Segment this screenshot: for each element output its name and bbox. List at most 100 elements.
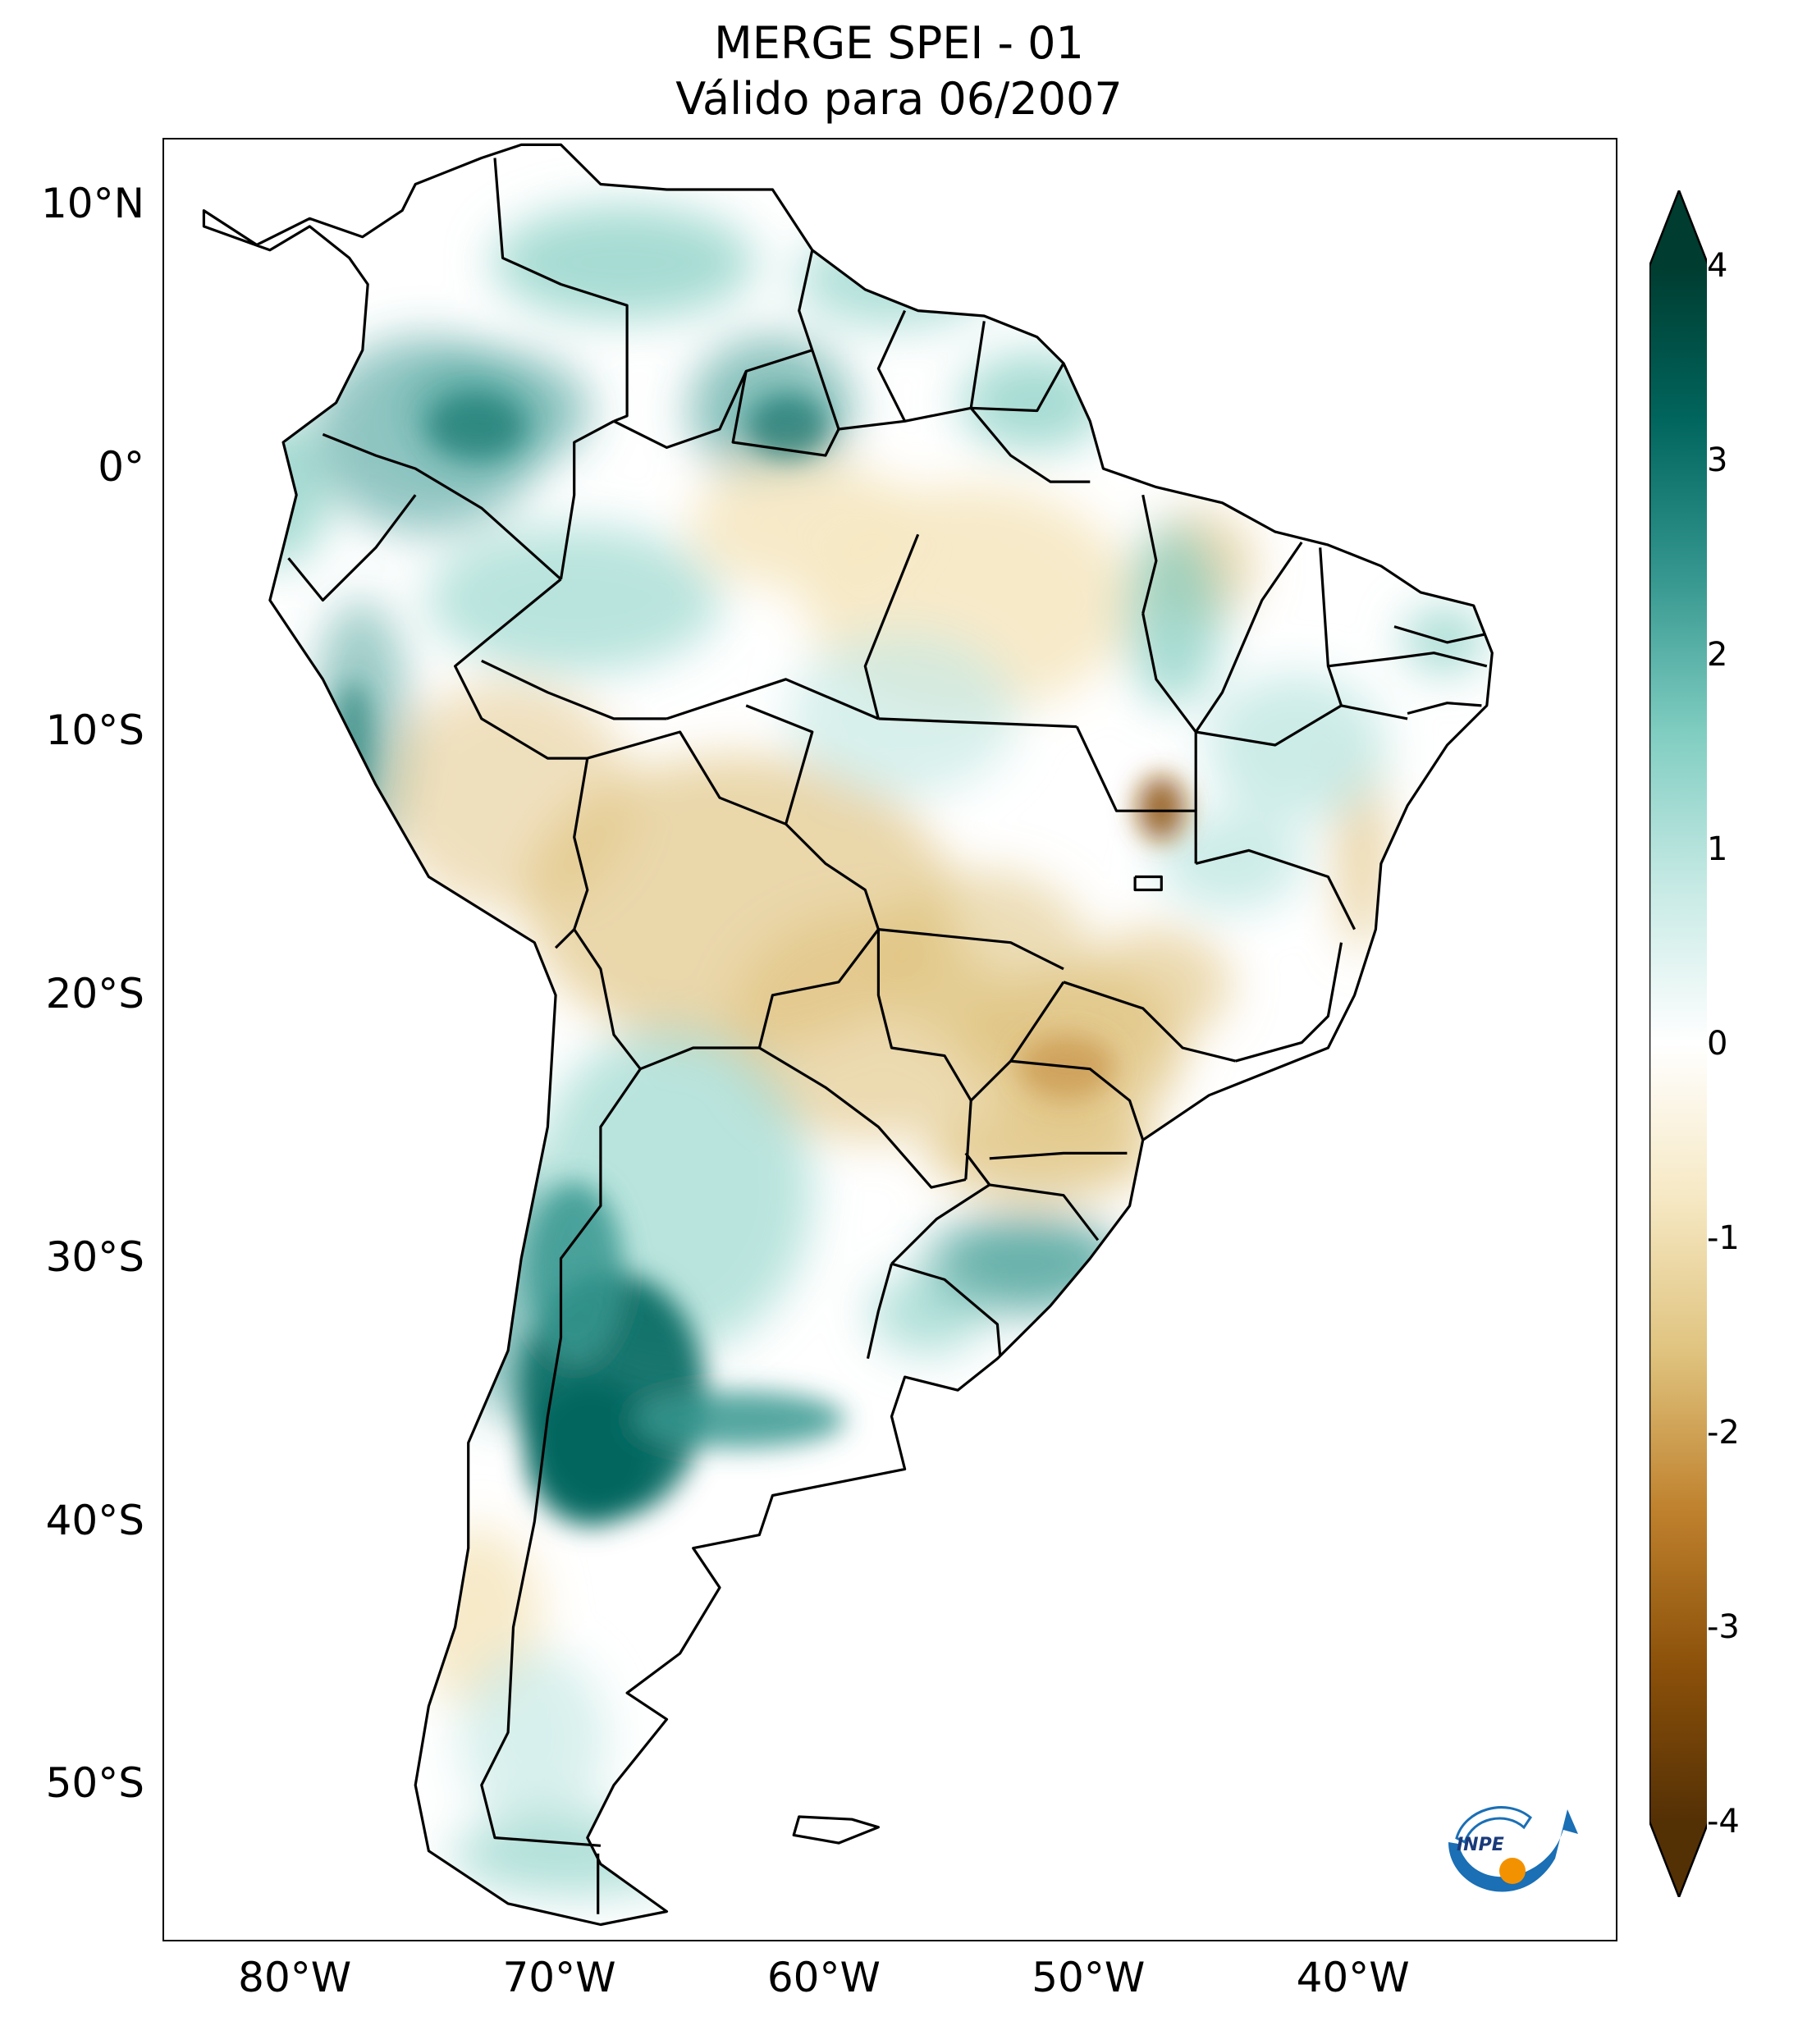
colorbar-tick-label: 4 bbox=[1707, 247, 1728, 285]
state-ap-pa bbox=[969, 407, 1091, 483]
region-amazonas-wet bbox=[427, 525, 722, 673]
region-andes-central-argentina-core bbox=[525, 1379, 657, 1526]
colorbar-tick-label: -1 bbox=[1707, 1219, 1740, 1257]
border-bolivia-argentina bbox=[639, 1046, 760, 1071]
colorbar-tick-label: -4 bbox=[1707, 1803, 1740, 1841]
region-uruguay-wet bbox=[870, 1272, 985, 1354]
colorbar-tick-label: 3 bbox=[1707, 441, 1728, 479]
state-bahia-mg bbox=[1195, 848, 1357, 931]
border-bolivia-paraguay bbox=[757, 928, 880, 1049]
lon-tick-label: 80°W bbox=[238, 1954, 352, 2001]
border-argentina-brazil bbox=[890, 1152, 991, 1265]
state-amazonas-ro bbox=[666, 678, 880, 720]
border-paraguay-brazil bbox=[876, 929, 972, 1180]
border-guyana-suriname bbox=[876, 309, 907, 423]
lon-tick-label: 50°W bbox=[1032, 1954, 1146, 2001]
logo-sun-icon bbox=[1499, 1858, 1526, 1884]
lat-tick-label: 10°N bbox=[40, 180, 144, 228]
state-go-to bbox=[1075, 725, 1197, 864]
border-guyana-brazil bbox=[811, 350, 1065, 431]
state-rn-pb bbox=[1393, 625, 1485, 644]
state-bahia-north bbox=[1195, 704, 1408, 747]
border-colombia-brazil bbox=[559, 419, 615, 580]
region-peru-coast-core-wet bbox=[332, 681, 373, 812]
region-piaui-wet bbox=[1124, 525, 1223, 706]
colorbar-extend-bottom bbox=[1649, 1822, 1707, 1897]
logo-text: INPE bbox=[1457, 1835, 1504, 1855]
border-suriname-guiana bbox=[969, 321, 986, 409]
region-sp-dry bbox=[1083, 927, 1231, 1042]
border-chile-bolivia bbox=[573, 928, 642, 1070]
spei-field bbox=[204, 144, 1493, 1925]
lat-tick-label: 0° bbox=[98, 443, 144, 492]
lon-tick-label: 40°W bbox=[1296, 1954, 1410, 2001]
border-ecuador-peru bbox=[287, 494, 417, 602]
colorbar-tick-label: 2 bbox=[1707, 636, 1728, 674]
region-rn-wet bbox=[1403, 607, 1485, 673]
colorbar-tick-label: -2 bbox=[1707, 1414, 1740, 1452]
region-suriname-wet bbox=[960, 353, 1108, 451]
border-venezuela-guyana bbox=[798, 249, 814, 351]
state-mg-sp bbox=[1063, 981, 1236, 1063]
region-mendoza-wet bbox=[525, 1182, 624, 1362]
state-mg-rj-es bbox=[1235, 942, 1343, 1063]
lat-tick-label: 40°S bbox=[45, 1496, 144, 1544]
state-pe-al bbox=[1407, 702, 1482, 716]
border-chile-argentina bbox=[480, 1068, 642, 1847]
lon-tick-label: 60°W bbox=[766, 1954, 881, 2001]
lat-tick-label: 50°S bbox=[45, 1759, 144, 1808]
colorbar-tick-label: 1 bbox=[1707, 830, 1728, 868]
colorbar-extend-top bbox=[1649, 190, 1707, 266]
region-patagonia-south-wet bbox=[460, 1649, 607, 1830]
state-rr-am bbox=[731, 371, 840, 457]
border-venezuela-brazil bbox=[613, 349, 813, 449]
lon-tick-label: 70°W bbox=[502, 1954, 616, 2001]
island-coast-0 bbox=[792, 1815, 880, 1845]
state-sp-pr bbox=[1010, 1059, 1145, 1141]
border-colombia-venezuela bbox=[493, 158, 629, 423]
colorbar bbox=[1649, 190, 1707, 1897]
country-borders bbox=[202, 143, 1494, 1927]
border-colombia-ecuador bbox=[322, 432, 562, 581]
region-mg-wet bbox=[1157, 812, 1305, 911]
state-para-maranhao bbox=[1141, 494, 1158, 614]
state-pe-al-pb bbox=[1328, 652, 1488, 668]
lat-tick-label: 30°S bbox=[45, 1232, 144, 1281]
region-bahia-wet bbox=[1206, 673, 1387, 821]
logo-swoosh-icon bbox=[1448, 1809, 1578, 1892]
state-to-maranhao bbox=[1141, 613, 1197, 812]
colorbar-tick-label: -3 bbox=[1707, 1608, 1740, 1646]
state-para-mt bbox=[878, 717, 1077, 729]
map-panel bbox=[162, 138, 1617, 1941]
colorbar-body bbox=[1649, 266, 1707, 1822]
region-guiana-core-wet bbox=[747, 394, 829, 460]
state-pr-sc bbox=[989, 1151, 1128, 1160]
inpe-logo: INPE bbox=[1440, 1793, 1584, 1908]
border-argentina-uruguay bbox=[866, 1263, 894, 1360]
border-peru-bolivia bbox=[554, 757, 589, 949]
region-sc-dry bbox=[927, 1100, 1157, 1198]
state-maranhao-piaui bbox=[1194, 541, 1303, 733]
map-title: MERGE SPEI - 01 bbox=[714, 17, 1084, 69]
region-tierra-del-fuego-wet bbox=[451, 1813, 698, 1895]
border-brazil-uruguay bbox=[891, 1262, 1002, 1356]
region-mt-wet bbox=[788, 632, 1018, 796]
region-pampas-strip-wet bbox=[632, 1391, 845, 1448]
border-peru-brazil bbox=[454, 578, 588, 760]
coastline bbox=[202, 143, 1494, 1927]
state-sc-rs bbox=[989, 1183, 1100, 1241]
state-amazonas-para bbox=[863, 533, 920, 720]
colorbar-tick-label: 0 bbox=[1707, 1025, 1728, 1063]
map-subtitle: Válido para 06/2007 bbox=[675, 73, 1123, 125]
region-amazonas-center-dry bbox=[689, 460, 919, 591]
state-goias-df bbox=[1133, 875, 1163, 892]
region-goias-dry-spot bbox=[1137, 775, 1186, 841]
region-venezuela-wet bbox=[492, 205, 755, 320]
lat-tick-label: 20°S bbox=[45, 969, 144, 1017]
state-mt-ms bbox=[878, 928, 1064, 971]
region-ecuador-wet bbox=[230, 418, 328, 566]
region-colombia-core-wet bbox=[427, 394, 525, 460]
lat-tick-label: 10°S bbox=[45, 706, 144, 754]
state-mt-ro bbox=[745, 704, 814, 825]
border-paraguay-argentina bbox=[758, 1046, 967, 1189]
